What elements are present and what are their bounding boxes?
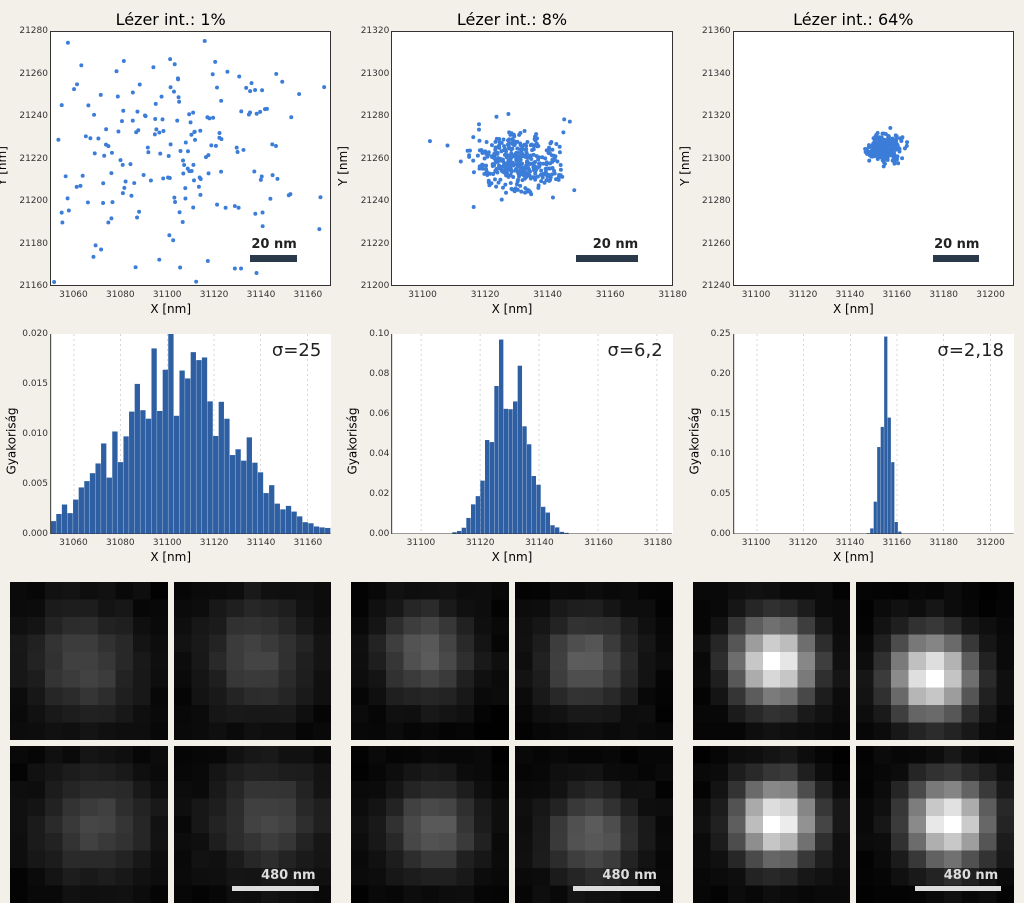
x-axis-label: X [nm]	[693, 550, 1014, 564]
psf-image	[351, 746, 509, 903]
psf-image	[856, 582, 1014, 740]
scalebar	[576, 255, 638, 262]
psf-grid: 480 nm	[351, 582, 672, 862]
psf-image	[693, 582, 851, 740]
psf-image	[174, 582, 332, 740]
x-axis-label: X [nm]	[351, 550, 672, 564]
histogram-cell: Gyakoriság31100311203114031160311800.000…	[351, 334, 672, 564]
sigma-label: σ=2,18	[937, 340, 1004, 361]
x-axis-label: X [nm]	[10, 550, 331, 564]
psf-image: 480 nm	[515, 746, 673, 903]
column-title: Lézer int.: 1%	[10, 10, 331, 29]
psf-image	[10, 582, 168, 740]
histogram-cell: Gyakoriság311003112031140311603118031200…	[693, 334, 1014, 564]
psf-grid: 480 nm	[10, 582, 331, 862]
scalebar-label: 20 nm	[593, 237, 638, 252]
scatter-cell: Lézer int.: 64%Y [nm]3110031120311403116…	[693, 10, 1014, 316]
psf-image: 480 nm	[174, 746, 332, 903]
histogram-cell: Gyakoriság310603108031100311203114031160…	[10, 334, 331, 564]
psf-image	[515, 582, 673, 740]
sigma-label: σ=25	[272, 340, 321, 361]
scatter-cell: Lézer int.: 1%Y [nm]31060310803110031120…	[10, 10, 331, 316]
scalebar-label: 480 nm	[602, 868, 656, 883]
scalebar-label: 20 nm	[934, 237, 979, 252]
x-axis-label: X [nm]	[10, 302, 331, 316]
scalebar	[933, 255, 980, 262]
scalebar	[915, 886, 1002, 891]
y-axis-label: Y [nm]	[336, 146, 350, 186]
scalebar-label: 480 nm	[261, 868, 315, 883]
scalebar	[573, 886, 660, 891]
histogram-plot: σ=25	[50, 334, 331, 534]
psf-image	[693, 746, 851, 903]
scatter-plot: 20 nm	[733, 31, 1014, 286]
psf-image: 480 nm	[856, 746, 1014, 903]
scalebar	[232, 886, 319, 891]
column-title: Lézer int.: 8%	[351, 10, 672, 29]
column-title: Lézer int.: 64%	[693, 10, 1014, 29]
x-axis-label: X [nm]	[351, 302, 672, 316]
psf-image	[351, 582, 509, 740]
scatter-plot: 20 nm	[50, 31, 331, 286]
scatter-cell: Lézer int.: 8%Y [nm]31100311203114031160…	[351, 10, 672, 316]
sigma-label: σ=6,2	[608, 340, 663, 361]
y-axis-label: Y [nm]	[0, 146, 9, 186]
psf-grid: 480 nm	[693, 582, 1014, 862]
histogram-plot: σ=2,18	[733, 334, 1014, 534]
y-axis-label: Y [nm]	[678, 146, 692, 186]
scalebar-label: 480 nm	[944, 868, 998, 883]
psf-image	[10, 746, 168, 903]
scalebar-label: 20 nm	[251, 237, 296, 252]
x-axis-label: X [nm]	[693, 302, 1014, 316]
scalebar	[250, 255, 297, 262]
scatter-plot: 20 nm	[391, 31, 672, 286]
histogram-plot: σ=6,2	[391, 334, 672, 534]
hist-y-label: Gyakoriság	[5, 407, 19, 474]
